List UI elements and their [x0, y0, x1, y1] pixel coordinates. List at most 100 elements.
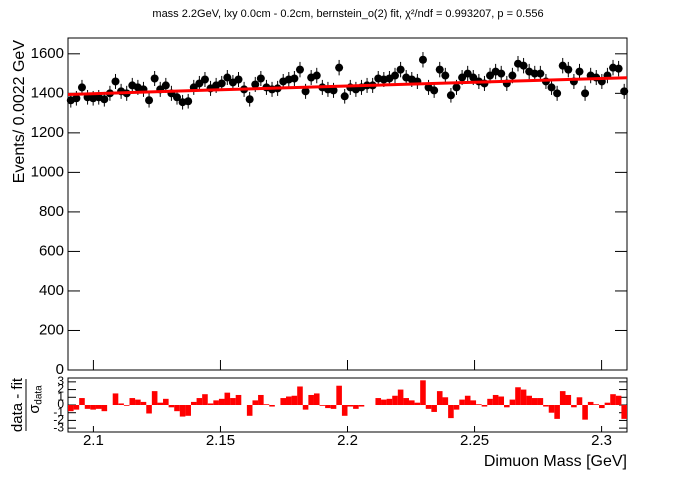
residual-bar — [515, 387, 521, 405]
data-point — [100, 95, 109, 104]
data-point — [161, 81, 170, 90]
data-point — [335, 63, 344, 72]
residual-bar — [168, 405, 175, 408]
residual-bar — [101, 405, 108, 412]
y-tick-label: 1600 — [31, 45, 64, 62]
y-tick-label: 1400 — [31, 84, 64, 101]
residual-bar — [353, 405, 359, 409]
data-point — [452, 83, 461, 92]
residual-bar — [576, 397, 583, 405]
residual-bar — [313, 393, 320, 405]
residual-y-title: data - fit σ data — [9, 377, 45, 432]
data-point — [290, 74, 299, 83]
data-point — [435, 65, 444, 74]
residual-bar — [258, 394, 264, 405]
data-point — [614, 64, 623, 73]
data-point — [72, 94, 81, 103]
y-tick-label: 2 — [57, 382, 64, 396]
data-point — [111, 77, 120, 86]
residual-bar — [95, 405, 102, 409]
residual-bar — [492, 394, 499, 405]
residual-bar — [90, 405, 96, 410]
residual-bar — [185, 405, 191, 416]
data-point — [620, 87, 629, 96]
x-tick-label: 2.15 — [206, 432, 235, 449]
data-point — [150, 74, 159, 83]
residual-bar — [246, 405, 253, 416]
residual-bar — [151, 391, 158, 405]
x-axis-title: Dimuon Mass [GeV] — [484, 453, 627, 470]
residual-y-numerator: data - fit — [9, 377, 26, 432]
residual-bar — [599, 405, 605, 409]
x-tick-label: 2.25 — [460, 432, 489, 449]
y-tick-label: 600 — [39, 242, 64, 259]
data-point — [530, 69, 539, 78]
residual-bar — [118, 403, 124, 405]
residual-bar — [224, 392, 231, 405]
data-point — [418, 55, 427, 64]
data-point — [497, 69, 506, 78]
data-point — [508, 71, 517, 80]
residual-bar — [112, 393, 119, 405]
residual-bar — [526, 395, 532, 405]
residual-bar — [403, 398, 409, 405]
residual-bar — [593, 404, 600, 405]
data-point — [184, 97, 193, 106]
residual-bar — [330, 405, 337, 409]
fit-line — [67, 76, 628, 97]
data-point — [553, 89, 562, 98]
data-point — [234, 75, 243, 84]
y-tick-label: -3 — [53, 420, 64, 434]
residual-bar — [336, 385, 342, 405]
data-point — [486, 71, 495, 80]
y-tick-label: 0 — [56, 361, 64, 378]
residual-bar — [302, 405, 309, 410]
residual-bar — [325, 405, 331, 409]
residual-bar — [459, 399, 465, 405]
residual-y-denominator: σ — [26, 404, 43, 414]
residual-bar — [425, 405, 432, 409]
residual-bar — [621, 405, 627, 419]
residual-bar — [537, 398, 544, 405]
residual-bar — [341, 405, 348, 416]
data-point — [223, 73, 232, 82]
data-point — [575, 67, 584, 76]
data-point — [396, 65, 405, 74]
y-tick-label: 800 — [39, 203, 64, 220]
residual-bar — [375, 398, 382, 405]
residual-bar — [347, 405, 354, 407]
residual-bar — [179, 405, 186, 417]
data-point — [458, 73, 467, 82]
residual-bar — [414, 402, 421, 405]
residual-bar — [582, 405, 588, 420]
residual-bar — [123, 405, 130, 406]
data-point — [519, 61, 528, 70]
residual-bar — [531, 398, 538, 405]
residual-bar — [291, 395, 298, 405]
data-point — [145, 96, 154, 105]
y-tick-label: 1 — [57, 389, 64, 403]
chart-title: mass 2.2GeV, lxy 0.0cm - 0.2cm, bernstei… — [152, 8, 543, 20]
residual-y-subscript: data — [34, 385, 45, 405]
residual-bar — [554, 405, 560, 419]
residual-bar — [504, 405, 510, 408]
residual-bar — [190, 401, 197, 405]
residual-bar — [207, 403, 214, 405]
data-point — [217, 79, 226, 88]
residual-bar — [129, 398, 136, 405]
data-point — [469, 73, 478, 82]
residual-bar — [604, 402, 611, 405]
residual-bar — [448, 405, 454, 419]
residual-bar — [392, 395, 398, 405]
data-point — [312, 71, 321, 80]
residual-bar — [213, 400, 219, 405]
residual-bar — [196, 398, 203, 405]
residual-bar — [135, 399, 141, 405]
data-point — [558, 61, 567, 70]
residual-bar — [453, 405, 460, 410]
data-point — [295, 65, 304, 74]
residual-bar — [269, 405, 275, 407]
residual-bar — [235, 394, 242, 405]
